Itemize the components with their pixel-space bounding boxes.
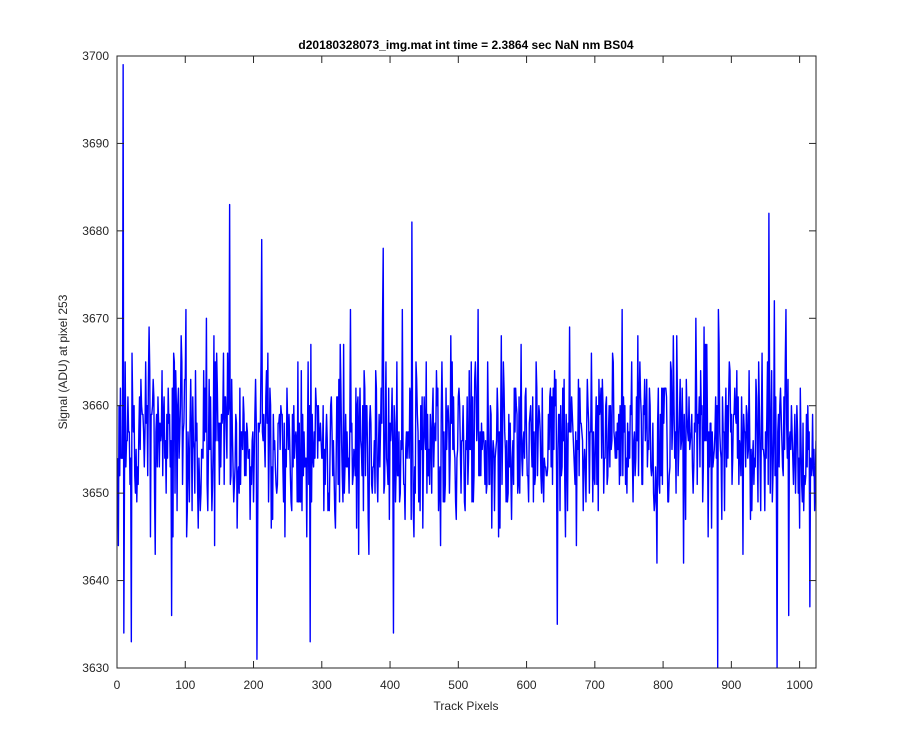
y-tick-label: 3640 [82, 574, 109, 588]
x-axis: 0 100 200 300 400 500 600 700 800 900 1000 [114, 56, 813, 692]
y-tick-label: 3630 [82, 661, 109, 675]
x-tick-label: 800 [653, 678, 673, 692]
x-axis-label: Track Pixels [434, 699, 499, 713]
y-axis-label: Signal (ADU) at pixel 253 [56, 294, 70, 429]
series-line [117, 64, 816, 668]
x-tick-label: 700 [585, 678, 605, 692]
y-axis: 3630 3640 3650 3660 3670 3680 3690 3700 [82, 49, 816, 675]
x-tick-label: 0 [114, 678, 121, 692]
x-tick-label: 900 [721, 678, 741, 692]
x-tick-label: 300 [312, 678, 332, 692]
y-tick-label: 3680 [82, 224, 109, 238]
x-tick-label: 600 [517, 678, 537, 692]
axes-box [116, 55, 817, 669]
y-tick-label: 3700 [82, 49, 109, 63]
x-tick-label: 400 [380, 678, 400, 692]
y-tick-label: 3650 [82, 486, 109, 500]
x-tick-label: 1000 [786, 678, 813, 692]
chart-title: d20180328073_img.mat int time = 2.3864 s… [298, 38, 634, 52]
y-tick-label: 3660 [82, 399, 109, 413]
x-tick-label: 500 [448, 678, 468, 692]
plot-area [117, 56, 816, 668]
y-tick-label: 3670 [82, 311, 109, 325]
data-layer [117, 64, 816, 668]
x-tick-label: 200 [244, 678, 264, 692]
y-tick-label: 3690 [82, 136, 109, 150]
x-tick-label: 100 [175, 678, 195, 692]
